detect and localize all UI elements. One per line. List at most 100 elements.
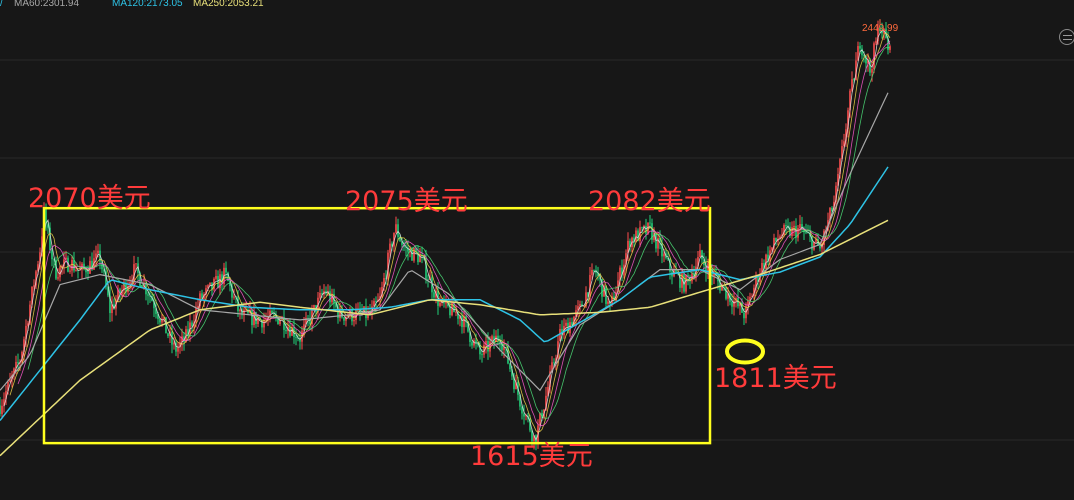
candle-body: [557, 341, 559, 359]
candle-body: [599, 276, 601, 280]
candle-body: [747, 300, 749, 306]
candle-body: [617, 280, 619, 293]
candle-body: [53, 259, 55, 261]
chart-settings-icon[interactable]: [1059, 29, 1074, 45]
candle-body: [139, 272, 141, 286]
candle-body: [461, 315, 463, 328]
candle-body: [91, 260, 93, 270]
candle-body: [255, 312, 257, 325]
candle-body: [699, 250, 701, 258]
candle-body: [533, 435, 535, 441]
candle-body: [225, 267, 227, 273]
candle-body: [763, 263, 765, 269]
candle-body: [313, 305, 315, 310]
candle-body: [87, 272, 89, 274]
candle-body: [401, 241, 403, 245]
candle-body: [449, 306, 451, 316]
candle-body: [519, 394, 521, 407]
legend-ma120: MA120:2173.05: [112, 0, 183, 9]
candle-body: [687, 274, 689, 277]
candle-body: [481, 354, 483, 356]
grid-lines: [0, 59, 1074, 441]
candle-body: [781, 234, 783, 237]
candle-body: [3, 399, 5, 406]
candle-body: [265, 318, 267, 320]
candle-body: [625, 253, 627, 265]
candle-body: [501, 342, 503, 350]
candle-body: [701, 250, 703, 260]
candle-body: [275, 314, 277, 318]
candle-body: [29, 304, 31, 324]
candle-body: [791, 227, 793, 237]
candle-body: [343, 317, 345, 321]
candle-body: [521, 406, 523, 414]
candle-body: [41, 236, 43, 253]
candle-body: [227, 272, 229, 281]
candle-body: [873, 43, 875, 70]
candle-body: [57, 277, 59, 279]
candle-body: [485, 340, 487, 346]
candle-body: [383, 278, 385, 287]
candle-body: [403, 244, 405, 248]
candle-body: [657, 237, 659, 249]
candle-body: [431, 277, 433, 293]
candle-body: [477, 343, 479, 345]
candle-body: [601, 279, 603, 297]
candle-body: [463, 316, 465, 328]
legend-ma250: MA250:2053.21: [193, 0, 264, 9]
candle-body: [509, 363, 511, 370]
candle-body: [705, 265, 707, 274]
candle-body: [773, 237, 775, 248]
annotation-2070: 2070美元: [28, 183, 151, 214]
candle-body: [847, 110, 849, 130]
candle-body: [727, 293, 729, 299]
candle-body: [887, 38, 889, 50]
candle-body: [165, 317, 167, 334]
candle-body: [603, 285, 605, 297]
candle-body: [117, 289, 119, 301]
candle-body: [635, 230, 637, 242]
candle-body: [811, 235, 813, 250]
candle-body: [667, 258, 669, 259]
candle-body: [5, 391, 7, 400]
candle-body: [799, 224, 801, 228]
candle-body: [243, 309, 245, 316]
candle-body: [175, 342, 177, 352]
candle-body: [245, 309, 247, 311]
candle-body: [713, 272, 715, 277]
candle-body: [871, 69, 873, 73]
candle-body: [459, 315, 461, 319]
ma120-line: [0, 166, 889, 421]
candle-body: [309, 318, 311, 325]
ma10-line: [9, 32, 891, 433]
candle-body: [195, 308, 197, 323]
candle-body: [653, 233, 655, 240]
candle-body: [353, 319, 355, 322]
candle-body: [427, 279, 429, 281]
candle-body: [753, 287, 755, 297]
candle-body: [479, 344, 481, 355]
candle-body: [783, 225, 785, 235]
candle-body: [339, 308, 341, 319]
candle-body: [797, 227, 799, 238]
candle-body: [453, 302, 455, 313]
candle-body: [597, 272, 599, 277]
candle-body: [303, 324, 305, 331]
candle-body: [75, 270, 77, 272]
candle-body: [679, 273, 681, 288]
candle-body: [835, 185, 837, 202]
candle-body: [411, 249, 413, 261]
candle-body: [187, 329, 189, 335]
candle-body: [547, 387, 549, 396]
candle-body: [475, 340, 477, 344]
candle-body: [173, 342, 175, 345]
candle-body: [685, 274, 687, 292]
candle-body: [0, 405, 1, 414]
candle-body: [861, 48, 863, 56]
candle-body: [325, 290, 327, 294]
candle-body: [875, 40, 877, 44]
candle-body: [457, 312, 459, 319]
candle-body: [295, 337, 297, 338]
candle-body: [731, 301, 733, 307]
annotation-1615: 1615美元: [470, 441, 593, 472]
